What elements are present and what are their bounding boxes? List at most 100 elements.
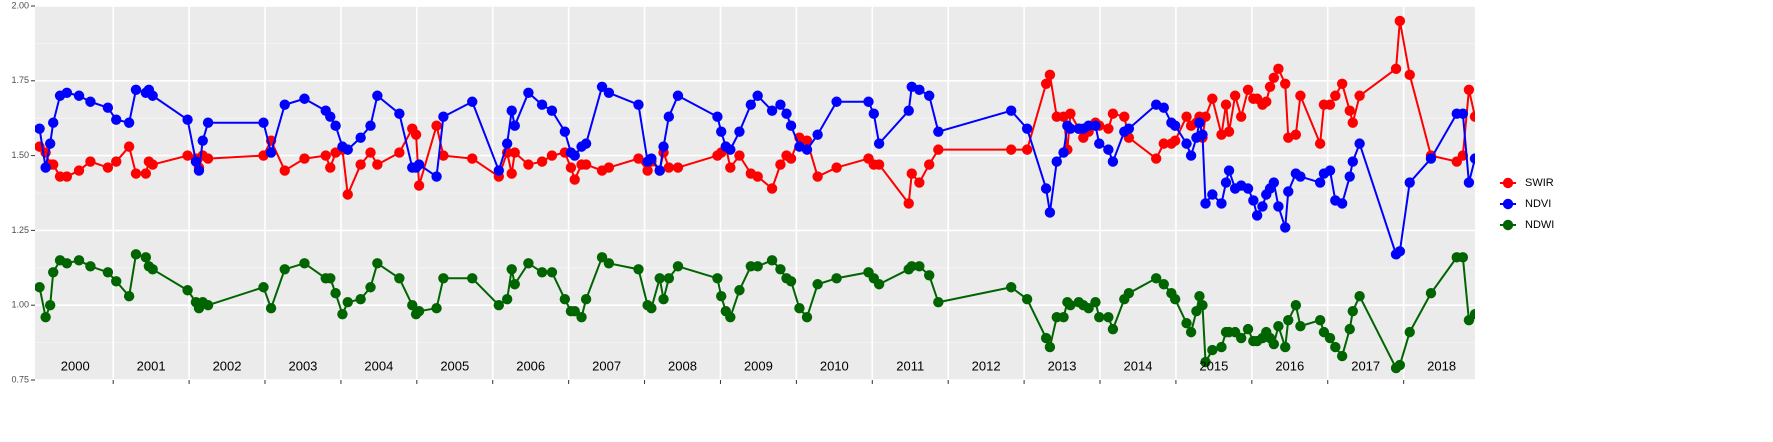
data-point — [493, 165, 505, 176]
data-point — [801, 144, 813, 155]
data-point — [1425, 153, 1437, 164]
data-point — [580, 294, 592, 305]
data-point — [48, 267, 59, 278]
data-point — [633, 153, 644, 164]
data-point — [40, 162, 51, 173]
data-point — [40, 311, 51, 323]
data-point — [924, 90, 935, 101]
data-point — [1268, 338, 1280, 350]
data-point — [906, 261, 917, 272]
data-point — [812, 171, 823, 182]
data-point — [712, 111, 723, 122]
data-point — [1404, 69, 1415, 81]
x-tick-label: 2017 — [1351, 358, 1380, 373]
x-tick-label: 2016 — [1275, 358, 1304, 373]
data-point — [536, 267, 548, 278]
data-point — [914, 177, 925, 188]
data-point — [1065, 123, 1076, 134]
data-point — [1347, 305, 1358, 317]
data-point — [785, 153, 797, 164]
data-point — [1273, 63, 1284, 75]
data-point — [1273, 320, 1284, 332]
data-point — [258, 117, 269, 128]
data-point — [342, 297, 353, 308]
data-point — [1314, 177, 1326, 188]
data-point — [903, 198, 914, 209]
data-point — [1330, 341, 1341, 353]
y-tick-label: 1.00 — [11, 300, 29, 310]
x-tick-label: 2009 — [744, 358, 773, 373]
data-point — [467, 273, 478, 284]
data-point — [1235, 111, 1247, 122]
data-point — [873, 138, 885, 149]
legend-label: SWIR — [1525, 177, 1554, 189]
data-point — [1354, 90, 1365, 101]
data-point — [1295, 171, 1306, 182]
legend: SWIR NDVI NDWI — [1500, 177, 1554, 231]
data-point — [85, 96, 96, 107]
data-point — [1242, 183, 1254, 194]
data-point — [1040, 183, 1052, 194]
data-point — [546, 105, 558, 116]
data-point — [1058, 311, 1069, 323]
data-point — [1021, 294, 1033, 305]
data-point — [1248, 195, 1259, 206]
data-point — [365, 120, 376, 131]
data-point — [559, 126, 571, 137]
data-point — [672, 261, 684, 272]
data-point — [85, 156, 96, 167]
data-point — [1044, 341, 1056, 353]
data-point — [1194, 291, 1205, 302]
data-point — [1261, 96, 1272, 107]
data-point — [933, 126, 944, 137]
data-point — [1457, 108, 1469, 119]
data-point — [506, 105, 517, 116]
data-point — [140, 252, 152, 263]
data-point — [1197, 300, 1208, 311]
data-point — [663, 273, 675, 284]
data-point — [1295, 320, 1306, 332]
data-point — [863, 96, 874, 107]
data-point — [140, 168, 152, 179]
data-point — [1280, 78, 1291, 89]
data-point — [1404, 177, 1415, 188]
data-point — [1330, 90, 1341, 101]
data-point — [1394, 246, 1406, 257]
data-point — [1044, 207, 1056, 218]
data-point — [933, 144, 944, 155]
data-point — [1242, 84, 1254, 95]
data-point — [725, 144, 736, 155]
data-point — [147, 90, 158, 101]
data-point — [509, 147, 520, 158]
data-point — [1169, 120, 1181, 131]
data-point — [330, 120, 341, 131]
data-point — [646, 153, 657, 164]
x-tick-label: 2008 — [668, 358, 697, 373]
data-point — [1347, 117, 1358, 128]
data-point — [603, 87, 615, 98]
data-point — [642, 165, 653, 176]
data-point — [1324, 332, 1336, 344]
data-point — [372, 258, 383, 269]
data-point — [1051, 156, 1062, 167]
data-point — [775, 99, 786, 110]
legend-label: NDVI — [1525, 198, 1551, 210]
data-point — [413, 180, 425, 191]
data-point — [734, 126, 745, 137]
data-point — [85, 261, 96, 272]
data-point — [1181, 138, 1192, 149]
data-point — [202, 300, 214, 311]
data-point — [1314, 138, 1326, 149]
x-tick-label: 2012 — [972, 358, 1001, 373]
data-point — [1185, 150, 1197, 161]
data-point — [48, 117, 59, 128]
data-point — [1283, 314, 1294, 326]
data-point — [1107, 156, 1119, 167]
data-point — [413, 305, 425, 317]
data-point — [752, 90, 763, 101]
data-point — [1242, 323, 1254, 335]
data-point — [1197, 129, 1208, 140]
data-point — [299, 93, 310, 104]
data-point — [654, 273, 665, 284]
